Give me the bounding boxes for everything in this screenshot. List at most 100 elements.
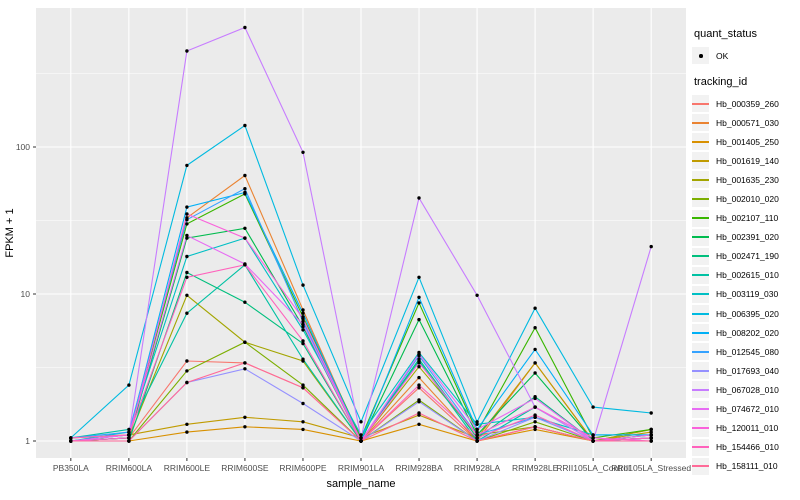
data-point: [185, 311, 189, 315]
legend-item: Hb_158111_010: [692, 457, 779, 475]
data-point: [533, 347, 537, 352]
legend-item: Hb_002391_020: [692, 228, 779, 246]
series-color-swatch: [692, 274, 709, 277]
legend-item-label: Hb_158111_010: [716, 461, 778, 472]
x-tick-label: RRIM600SE: [221, 463, 269, 473]
data-point: [185, 236, 189, 240]
legend-item: Hb_001405_250: [692, 133, 779, 151]
legend-item: Hb_074672_010: [692, 400, 779, 418]
data-point: [475, 439, 479, 443]
legend-key: [692, 343, 709, 361]
data-point: [533, 371, 537, 375]
x-tick-label: RRIM928LA: [454, 463, 501, 473]
legend-item-label: Hb_002010_020: [716, 193, 779, 204]
series-color-swatch: [692, 255, 709, 258]
data-point: [185, 430, 189, 434]
legend-key: [692, 324, 709, 342]
series-color-swatch: [692, 121, 709, 124]
data-point: [69, 439, 73, 443]
series-color-swatch: [692, 178, 709, 181]
data-point: [185, 359, 189, 363]
data-point: [649, 439, 653, 443]
data-point: [533, 420, 537, 424]
legend-item-label: Hb_001635_230: [716, 174, 779, 185]
legend-item-label: Hb_003119_030: [716, 289, 779, 300]
legend-title-quant-status: quant_status: [694, 28, 757, 40]
data-point: [417, 275, 421, 279]
data-point: [301, 383, 305, 387]
data-point: [301, 427, 305, 432]
y-tick-label: 1: [25, 436, 30, 446]
legend-item-label: Hb_074672_010: [716, 404, 779, 414]
legend-item-label: Hb_002471_190: [716, 251, 779, 262]
series-color-swatch: [692, 446, 709, 449]
data-point: [417, 422, 421, 426]
data-point: [301, 311, 305, 315]
series-color-swatch: [692, 159, 709, 162]
x-tick-label: RRIM600LE: [164, 463, 211, 473]
legend-item: Hb_000571_030: [692, 114, 779, 132]
series-color-swatch: [692, 408, 709, 410]
legend-quant-status: quant_status OK: [692, 28, 757, 66]
legend-key: [692, 152, 709, 170]
data-point: [591, 405, 595, 409]
data-point: [127, 436, 131, 440]
data-point: [533, 427, 537, 432]
data-point: [417, 411, 421, 415]
data-point: [185, 275, 189, 279]
data-point: [417, 352, 421, 356]
data-point: [185, 163, 189, 168]
legend-key: [692, 47, 709, 64]
data-point: [69, 436, 73, 440]
y-axis-title: FPKM + 1: [4, 208, 16, 257]
data-point: [417, 301, 421, 305]
legend-item-ok: OK: [692, 47, 757, 64]
data-point: [533, 361, 537, 365]
data-point: [243, 226, 247, 230]
data-point: [243, 123, 247, 128]
series-color-swatch: [692, 331, 709, 334]
legend-item: Hb_012545_080: [692, 343, 779, 361]
legend: quant_status OK tracking_id Hb_000359_26…: [692, 0, 800, 500]
legend-item-label: Hb_017693_040: [716, 365, 779, 376]
data-point: [301, 420, 305, 424]
data-point: [301, 339, 305, 343]
data-point: [417, 295, 421, 299]
y-tick-label: 10: [21, 289, 31, 299]
legend-key: [692, 114, 709, 132]
legend-key: [692, 285, 709, 303]
legend-item: Hb_003119_030: [692, 285, 779, 303]
data-point: [243, 187, 247, 191]
data-point: [301, 328, 305, 332]
data-point: [417, 375, 421, 380]
data-point: [243, 367, 247, 371]
legend-tracking-id: tracking_id Hb_000359_260 Hb_000571_030 Hb…: [692, 76, 779, 477]
data-point: [649, 430, 653, 434]
data-point: [417, 386, 421, 390]
legend-key: [692, 457, 709, 475]
data-point: [533, 425, 537, 429]
series-color-swatch: [692, 427, 709, 430]
series-color-swatch: [692, 388, 709, 391]
data-point: [533, 306, 537, 310]
data-point: [417, 196, 421, 200]
legend-key: [692, 209, 709, 227]
data-point: [127, 383, 131, 387]
x-tick-label: RRIM600LA: [106, 463, 153, 473]
data-point: [127, 430, 131, 434]
series-color-swatch: [692, 217, 709, 220]
data-point: [185, 49, 189, 53]
legend-item-label: Hb_000571_030: [716, 117, 779, 128]
data-point: [185, 422, 189, 426]
data-point: [417, 383, 421, 387]
legend-item-label: Hb_008202_020: [716, 327, 779, 338]
data-point: [243, 425, 247, 429]
legend-item-label: Hb_154466_010: [716, 442, 779, 453]
legend-item-label: Hb_000359_260: [716, 98, 779, 109]
data-point: [127, 439, 131, 443]
legend-item: Hb_002107_110: [692, 209, 779, 227]
data-point: [185, 369, 189, 373]
series-color-swatch: [692, 312, 709, 315]
legend-item-label: Hb_002391_020: [716, 232, 779, 243]
